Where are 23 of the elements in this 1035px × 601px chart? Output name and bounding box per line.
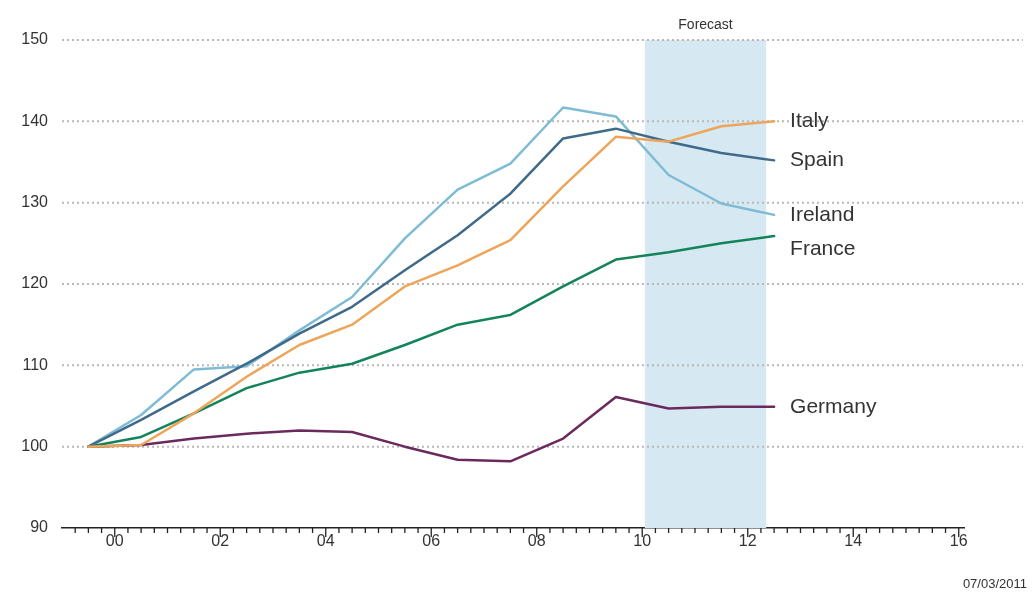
text: 07/03/2011 <box>962 576 1027 592</box>
series-label: Ireland <box>790 201 855 225</box>
y-tick-label: 120 <box>21 274 49 292</box>
y-tick-label: 150 <box>21 30 49 48</box>
x-tick-label: 00 <box>105 532 124 550</box>
y-tick-label: 110 <box>22 355 49 373</box>
y-tick-label: 100 <box>21 437 49 455</box>
x-tick-label: 16 <box>949 532 968 550</box>
x-tick-label: 06 <box>422 532 441 550</box>
series-label: Germany <box>790 393 877 417</box>
x-tick-label: 02 <box>211 532 230 550</box>
x-tick-label: 14 <box>844 532 863 550</box>
x-tick-label: 04 <box>316 532 335 550</box>
y-tick-label: 130 <box>21 193 49 211</box>
y-tick-label: 90 <box>30 518 49 536</box>
x-tick-label: 08 <box>527 532 546 550</box>
y-tick-label: 140 <box>21 111 49 129</box>
series-label: France <box>790 235 856 259</box>
x-tick-label: 10 <box>633 532 652 550</box>
x-tick-label: 12 <box>738 532 757 550</box>
series-label: Spain <box>790 147 844 171</box>
series-label: Italy <box>790 108 830 132</box>
band-label: Forecast <box>678 15 733 32</box>
